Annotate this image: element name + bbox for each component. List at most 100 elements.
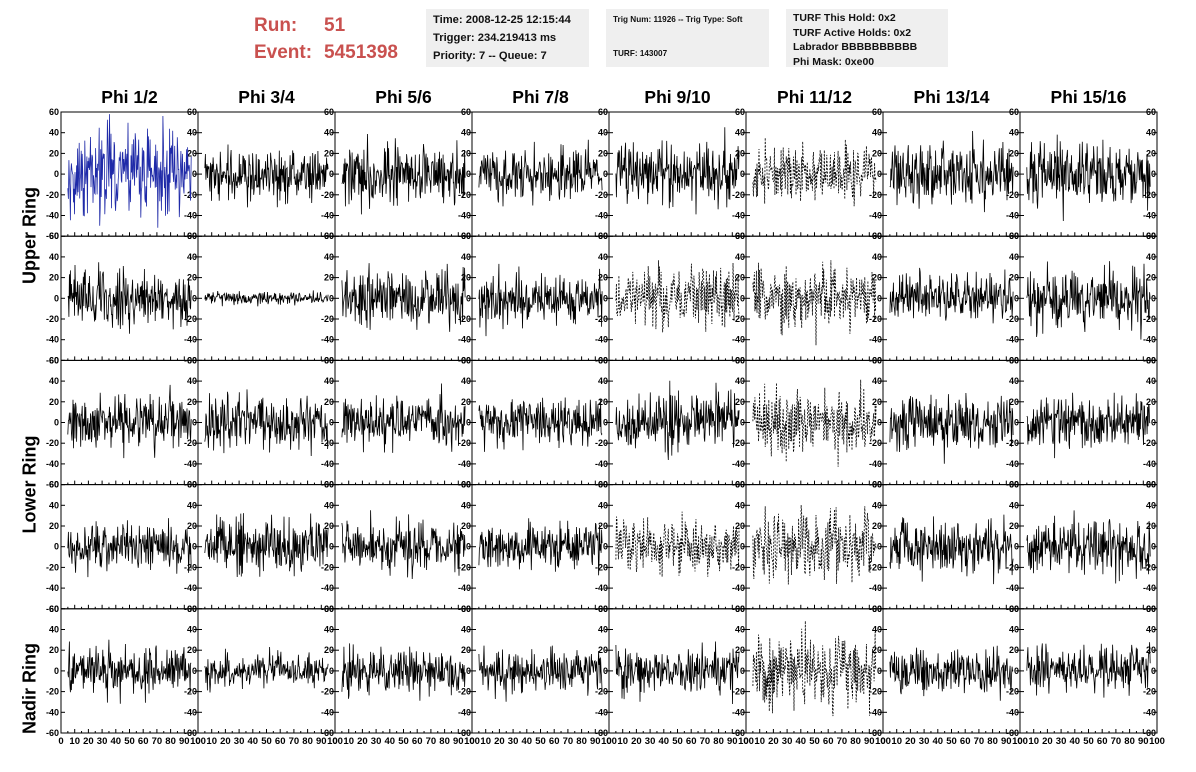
x-tick-label: 0: [606, 736, 611, 747]
y-tick-label: -40: [595, 335, 608, 345]
waveform-trace: [341, 133, 466, 215]
y-tick-label: 60: [872, 480, 882, 490]
y-tick-label: -20: [869, 562, 882, 572]
y-tick-label: -40: [869, 707, 882, 717]
y-tick-label: 0: [740, 169, 745, 179]
x-tick-label: 80: [713, 736, 724, 747]
waveform-trace: [889, 267, 1014, 324]
x-tick-label: 20: [494, 736, 505, 747]
y-tick-label: -20: [595, 438, 608, 448]
y-tick-label: 0: [603, 542, 608, 552]
x-tick-label: 100: [1012, 736, 1028, 747]
y-tick-label: 20: [872, 521, 882, 531]
y-tick-label: 20: [872, 273, 882, 283]
y-tick-label: -40: [1143, 583, 1156, 593]
column-header-phi-5-6: Phi 5/6: [375, 87, 432, 107]
y-tick-label: -20: [184, 314, 197, 324]
y-tick-label: 60: [187, 480, 197, 490]
y-tick-label: 60: [49, 355, 59, 365]
y-tick-label: -20: [184, 562, 197, 572]
y-tick-label: 40: [598, 128, 608, 138]
y-tick-label: -40: [321, 335, 334, 345]
y-tick-label: 40: [324, 252, 334, 262]
y-tick-label: -20: [46, 687, 59, 697]
y-tick-label: 0: [466, 666, 471, 676]
waveform-trace: [615, 380, 740, 461]
y-tick-label: -60: [184, 728, 197, 738]
y-tick-label: -40: [1143, 707, 1156, 717]
y-tick-label: 20: [735, 148, 745, 158]
waveform-trace: [1026, 392, 1151, 459]
x-tick-label: 80: [576, 736, 587, 747]
y-tick-label: 0: [1014, 418, 1019, 428]
y-tick-label: 60: [872, 231, 882, 241]
x-tick-label: 30: [371, 736, 382, 747]
x-tick-label: 10: [343, 736, 354, 747]
y-tick-label: 20: [1009, 148, 1019, 158]
y-tick-label: 20: [735, 273, 745, 283]
y-tick-label: 0: [1014, 666, 1019, 676]
y-tick-label: 40: [461, 128, 471, 138]
event-value: 5451398: [324, 42, 398, 63]
y-tick-label: 60: [187, 231, 197, 241]
y-tick-label: 40: [872, 128, 882, 138]
x-tick-label: 70: [152, 736, 163, 747]
y-tick-label: 40: [461, 252, 471, 262]
y-tick-label: -20: [869, 438, 882, 448]
y-tick-label: 40: [324, 376, 334, 386]
x-tick-label: 10: [754, 736, 765, 747]
y-tick-label: 60: [324, 107, 334, 117]
labrador-text: Labrador BBBBBBBBBB: [793, 41, 918, 53]
y-tick-label: 0: [329, 418, 334, 428]
y-tick-label: 60: [461, 107, 471, 117]
y-tick-label: 60: [1146, 231, 1156, 241]
y-tick-label: 20: [49, 645, 59, 655]
y-tick-label: 0: [329, 666, 334, 676]
y-tick-label: -40: [321, 583, 334, 593]
waveform-trace: [341, 510, 466, 580]
y-tick-label: 40: [1009, 128, 1019, 138]
y-tick-label: 20: [1009, 645, 1019, 655]
waveform-trace: [889, 130, 1014, 213]
x-tick-label: 60: [960, 736, 971, 747]
y-tick-label: 60: [1009, 480, 1019, 490]
y-tick-label: 0: [466, 293, 471, 303]
y-tick-label: 40: [735, 376, 745, 386]
panel-frame: [1019, 111, 1158, 237]
y-tick-label: 20: [872, 397, 882, 407]
x-tick-label: 10: [891, 736, 902, 747]
y-tick-label: 20: [598, 645, 608, 655]
x-tick-label: 60: [275, 736, 286, 747]
y-tick-label: 40: [1009, 252, 1019, 262]
panel-frame: [471, 235, 610, 361]
waveform-trace: [752, 260, 877, 346]
x-tick-label: 20: [220, 736, 231, 747]
panel-r2-c0: -60 -60 -40 -40 -20 -20 0 0 20 20 40 40 60 60: [46, 355, 199, 490]
y-tick-label: -20: [1006, 687, 1019, 697]
y-tick-label: 20: [324, 273, 334, 283]
x-tick-label: 40: [933, 736, 944, 747]
y-tick-label: 20: [1009, 273, 1019, 283]
y-tick-label: 20: [461, 148, 471, 158]
y-tick-label: 0: [1151, 293, 1156, 303]
y-tick-label: 20: [1146, 645, 1156, 655]
y-tick-label: 60: [1009, 604, 1019, 614]
y-tick-label: 40: [49, 625, 59, 635]
y-tick-label: 60: [872, 107, 882, 117]
x-tick-label: 100: [190, 736, 206, 747]
x-tick-label: 70: [289, 736, 300, 747]
y-tick-label: -60: [732, 728, 745, 738]
waveform-trace: [67, 114, 192, 228]
y-tick-label: -40: [1006, 583, 1019, 593]
x-tick-label: 20: [357, 736, 368, 747]
panel-frame: [608, 608, 747, 734]
y-tick-label: -20: [1143, 438, 1156, 448]
y-tick-label: -40: [458, 335, 471, 345]
